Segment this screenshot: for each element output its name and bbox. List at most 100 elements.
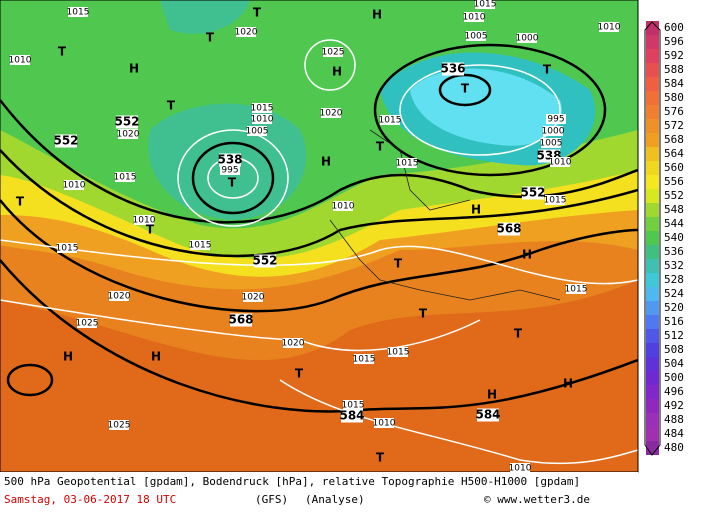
label-box: [109, 291, 129, 301]
pressure-label: 1020: [108, 292, 131, 302]
pressure-label: 1015: [251, 104, 274, 114]
colorbar-swatch: [646, 147, 659, 161]
label-box: [134, 215, 154, 225]
label-box: [541, 138, 561, 148]
pressure-center: T: [206, 31, 215, 45]
colorbar-swatch: [646, 301, 659, 315]
colorbar-swatch: [646, 231, 659, 245]
pressure-center: T: [58, 45, 67, 59]
geopotential-label: 584: [339, 409, 364, 423]
colorbar-swatch: [646, 175, 659, 189]
colorbar-label: 580: [664, 91, 684, 104]
pressure-label: 1010: [463, 13, 486, 23]
colorbar-label: 548: [664, 203, 684, 216]
pressure-label: 1025: [76, 319, 99, 329]
pressure-label: 1015: [114, 173, 137, 183]
pressure-label: 1025: [108, 421, 131, 431]
colorbar-swatch: [646, 371, 659, 385]
pressure-label: 1000: [516, 34, 539, 44]
label-box: [55, 134, 77, 148]
footer-run: (Analyse): [305, 493, 365, 506]
colorbar-swatch: [646, 203, 659, 217]
label-box: [252, 114, 272, 124]
colorbar-label: 520: [664, 301, 684, 314]
colorbar: 6005965925885845805765725685645605565525…: [644, 21, 684, 456]
pressure-label: 1010: [598, 23, 621, 33]
colorbar-label: 552: [664, 189, 684, 202]
footer-model: (GFS): [255, 493, 288, 506]
geopotential-label: 568: [228, 313, 253, 327]
geopotential-label: 538: [217, 153, 242, 167]
label-box: [333, 201, 353, 211]
colorbar-label: 500: [664, 371, 684, 384]
colorbar-swatch: [646, 273, 659, 287]
pressure-label: 1010: [9, 56, 32, 66]
pressure-label: 1010: [133, 216, 156, 226]
geopotential-label: 552: [114, 115, 139, 129]
pressure-label: 1015: [189, 241, 212, 251]
label-box: [545, 195, 565, 205]
colorbar-swatch: [646, 119, 659, 133]
label-box: [10, 55, 30, 65]
colorbar-label: 596: [664, 35, 684, 48]
label-box: [236, 27, 256, 37]
pressure-center: T: [228, 176, 237, 190]
colorbar-label: 568: [664, 133, 684, 146]
pressure-label: 1015: [379, 116, 402, 126]
label-box: [522, 186, 544, 200]
pressure-center: H: [487, 388, 497, 402]
pressure-label: 1015: [565, 285, 588, 295]
label-box: [543, 126, 563, 136]
label-box: [57, 243, 77, 253]
label-box: [566, 284, 586, 294]
colorbar-label: 488: [664, 413, 684, 426]
pressure-label: 1010: [373, 419, 396, 429]
label-box: [252, 103, 272, 113]
colorbar-label: 516: [664, 315, 684, 328]
colorbar-swatch: [646, 77, 659, 91]
colorbar-label: 564: [664, 147, 684, 160]
pressure-center: H: [563, 377, 573, 391]
pressure-label: 1015: [544, 196, 567, 206]
pressure-center: T: [146, 223, 155, 237]
pressure-center: H: [372, 8, 382, 22]
colorbar-label: 508: [664, 343, 684, 356]
colorbar-label: 524: [664, 287, 684, 300]
pressure-center: H: [63, 350, 73, 364]
pressure-label: 1010: [63, 181, 86, 191]
label-box: [64, 180, 84, 190]
colorbar-label: 512: [664, 329, 684, 342]
label-box: [109, 420, 129, 430]
pressure-label: 1005: [540, 139, 563, 149]
label-box: [341, 409, 363, 423]
label-box: [118, 129, 138, 139]
colorbar-label: 540: [664, 231, 684, 244]
pressure-center: T: [253, 6, 262, 20]
pressure-label: 995: [547, 115, 564, 125]
label-box: [323, 47, 343, 57]
label-box: [517, 33, 537, 43]
colorbar-label: 576: [664, 105, 684, 118]
colorbar-swatch: [646, 385, 659, 399]
colorbar-swatch: [646, 315, 659, 329]
pressure-label: 1010: [332, 202, 355, 212]
colorbar-label: 532: [664, 259, 684, 272]
label-box: [466, 31, 486, 41]
pressure-center: T: [295, 367, 304, 381]
pressure-center: H: [332, 65, 342, 79]
field: [0, 0, 638, 472]
pressure-center: T: [376, 140, 385, 154]
colorbar-label: 556: [664, 175, 684, 188]
pressure-center: H: [321, 155, 331, 169]
label-box: [230, 313, 252, 327]
pressure-center: H: [471, 203, 481, 217]
pressure-label: 1020: [282, 339, 305, 349]
pressure-center: H: [129, 62, 139, 76]
pressure-label: 1015: [353, 355, 376, 365]
label-box: [68, 7, 88, 17]
pressure-label: 1005: [246, 127, 269, 137]
label-box: [546, 114, 566, 124]
label-box: [254, 254, 276, 268]
